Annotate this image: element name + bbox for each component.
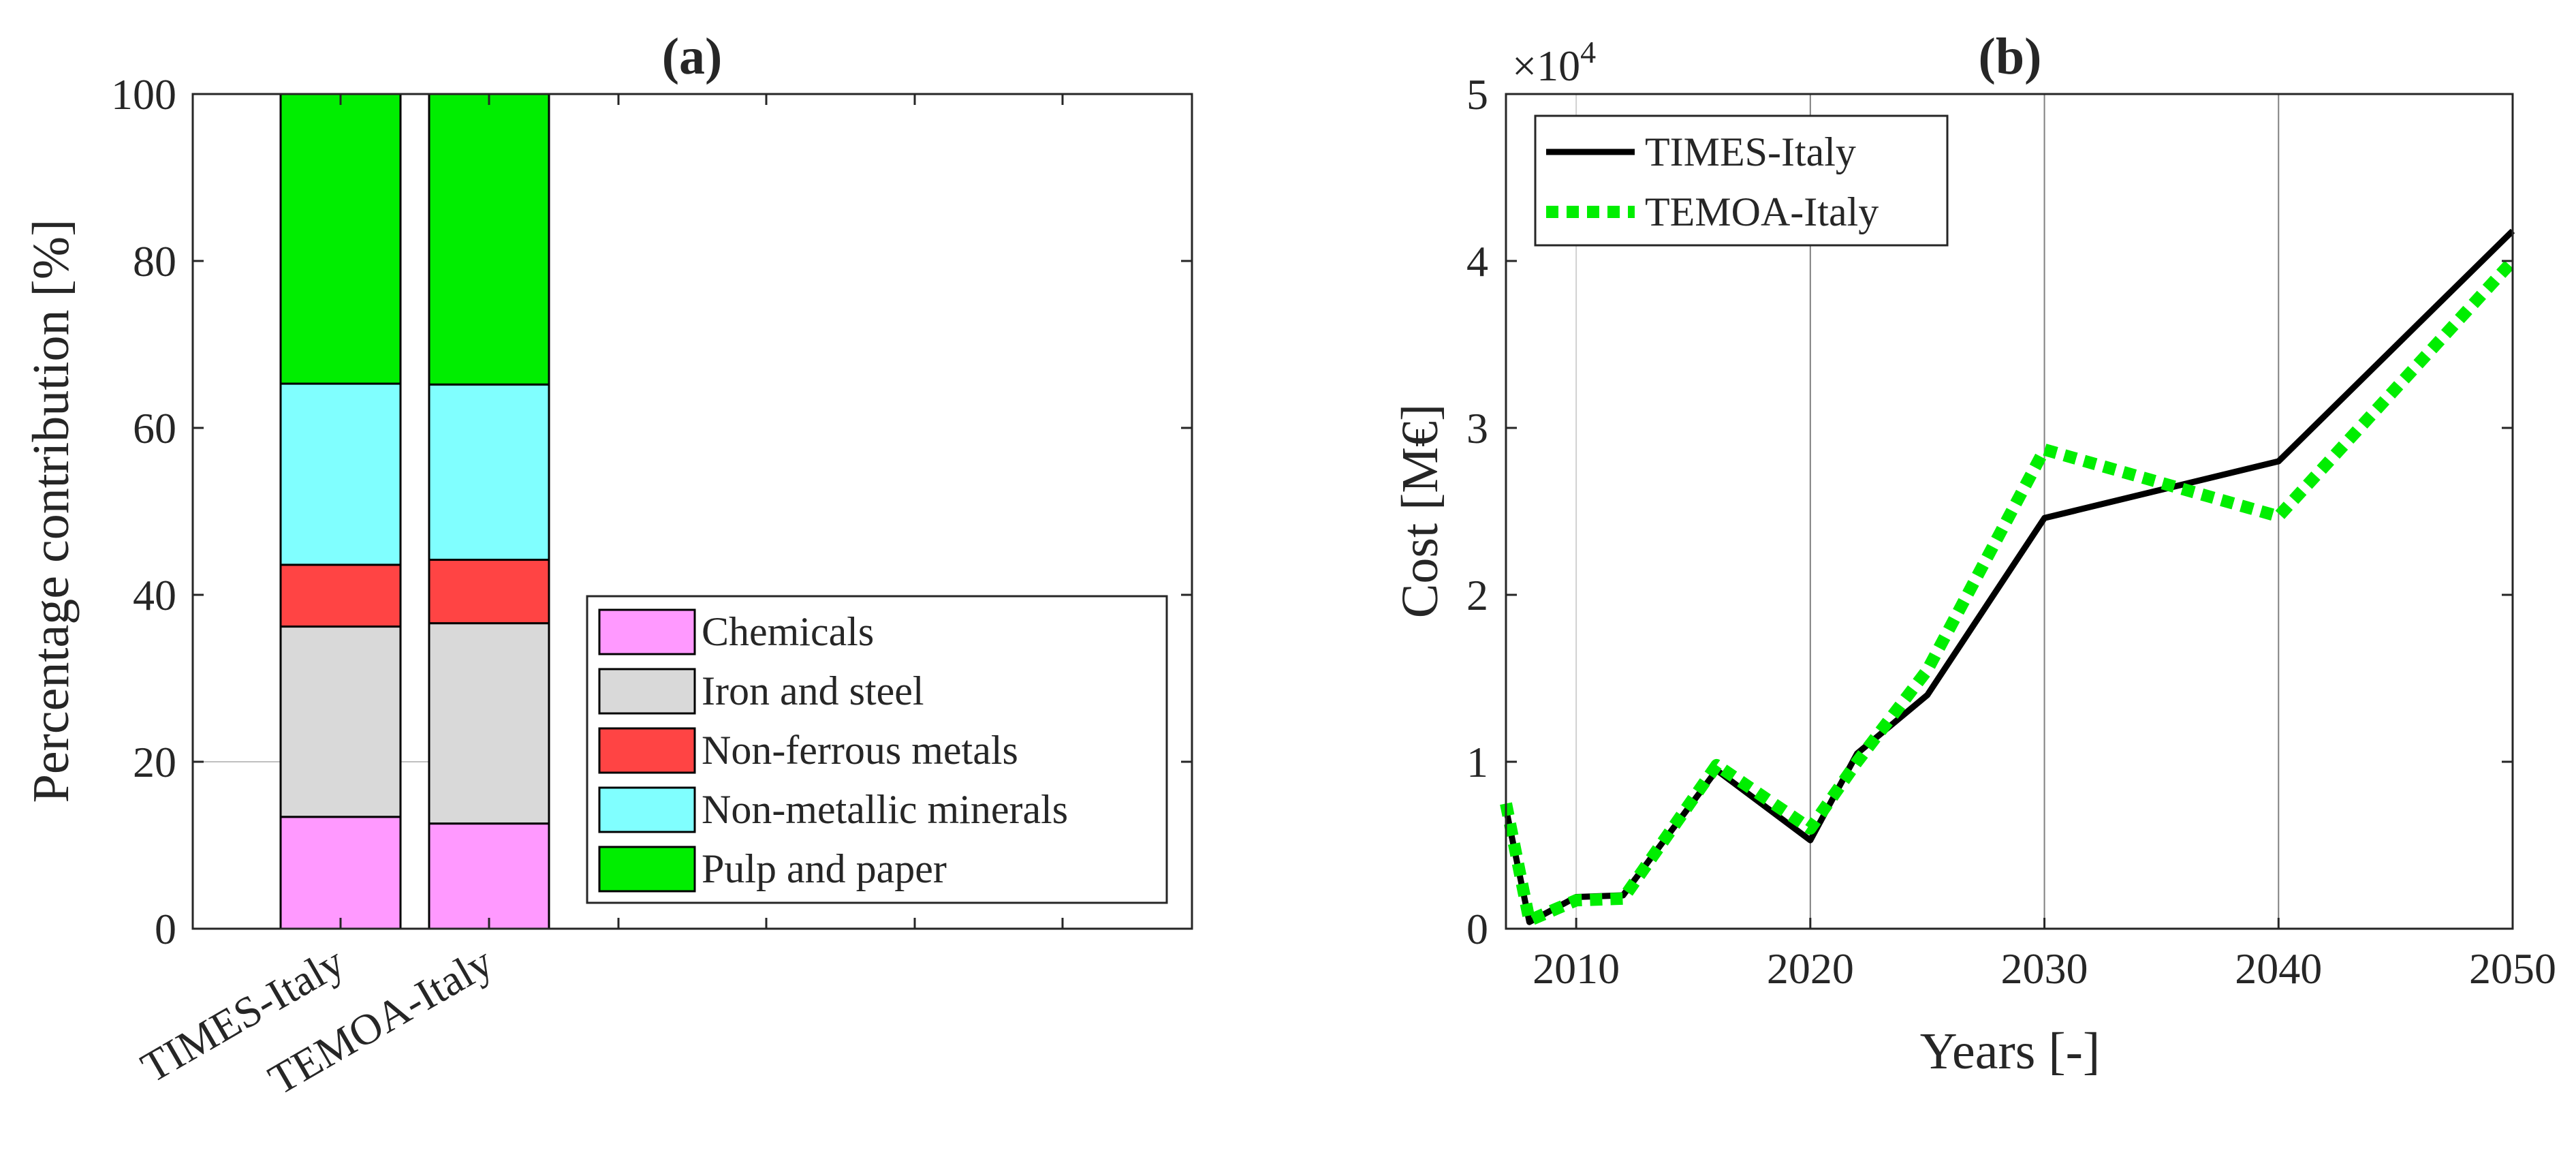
exponent-power: 4 <box>1580 35 1596 69</box>
x-tick-label-b-2040: 2040 <box>2235 944 2322 993</box>
panel-b-axes-box <box>1505 93 2514 930</box>
panel-a-ticks <box>193 93 1192 930</box>
y-tick-label-a-40: 40 <box>133 571 176 619</box>
x-tick-label-b-2030: 2030 <box>2001 944 2088 993</box>
legend-item-chemicals: Chemicals <box>598 608 874 655</box>
bar-times-italy-non-metallic-minerals <box>279 382 402 566</box>
exponent-base: ×10 <box>1512 42 1580 90</box>
y-tick-label-b-0: 0 <box>1466 905 1488 953</box>
y-tick-label-b-3: 3 <box>1466 404 1488 452</box>
panel-a-y-axis-label: Percentage contribution [%] <box>22 219 80 803</box>
x-tick-label-b-2050: 2050 <box>2469 944 2556 993</box>
y-tick-label-a-0: 0 <box>155 905 176 953</box>
legend-label-non-ferrous-metals: Non-ferrous metals <box>702 728 1018 773</box>
legend-item-pulp-and-paper: Pulp and paper <box>598 846 947 893</box>
legend-label-iron-and-steel: Iron and steel <box>702 668 924 713</box>
panel-a-title: (a) <box>662 28 723 85</box>
panel-a-bars <box>279 93 550 930</box>
y-tick-label-a-20: 20 <box>133 738 176 786</box>
panel-b-legend: TIMES-Italy TEMOA-Italy <box>1534 114 1949 247</box>
y-tick-label-a-60: 60 <box>133 404 176 452</box>
panel-b-y-tick-labels: 0 1 2 3 4 5 <box>1466 70 1488 953</box>
panel-b-x-tick-labels: 2010 2020 2030 2040 2050 <box>1533 944 2556 993</box>
panel-a-legend: Chemicals Iron and steel Non-ferrous met… <box>586 595 1168 904</box>
bar-temoa-italy-chemicals <box>428 822 550 930</box>
panel-b-x-axis-label: Years [-] <box>1920 1023 2101 1080</box>
panel-b-title: (b) <box>1979 28 2042 85</box>
y-tick-label-b-1: 1 <box>1466 738 1488 786</box>
bar-times-italy-chemicals <box>279 816 402 930</box>
legend-item-iron-and-steel: Iron and steel <box>598 668 924 715</box>
panel-b-series-lines <box>1500 228 2517 927</box>
legend-label-non-metallic-minerals: Non-metallic minerals <box>702 787 1068 832</box>
bar-temoa-italy-non-metallic-minerals <box>428 383 550 561</box>
bar-temoa-italy-iron-and-steel <box>428 622 550 825</box>
legend-label-temoa-italy: TEMOA-Italy <box>1645 189 1879 234</box>
bar-times-italy-iron-and-steel <box>279 625 402 818</box>
legend-swatch-non-metallic-minerals <box>598 786 696 833</box>
legend-swatch-non-ferrous-metals <box>598 727 696 774</box>
y-tick-label-b-2: 2 <box>1466 571 1488 619</box>
legend-item-temoa-italy: TEMOA-Italy <box>1546 189 1879 234</box>
y-tick-label-b-4: 4 <box>1466 237 1488 285</box>
y-tick-label-a-100: 100 <box>111 70 176 119</box>
panel-b-y-axis-label: Cost [M€] <box>1392 404 1449 619</box>
series-line-temoa-italy <box>1500 256 2517 927</box>
y-tick-label-b-5: 5 <box>1466 70 1488 119</box>
bar-times-italy-pulp-and-paper <box>279 93 402 385</box>
panel-a-axes-box <box>191 93 1193 930</box>
legend-label-pulp-and-paper: Pulp and paper <box>702 846 947 891</box>
panel-b-legend-box <box>1534 114 1949 247</box>
x-tick-label-b-2010: 2010 <box>1533 944 1620 993</box>
legend-label-times-italy: TIMES-Italy <box>1645 129 1856 174</box>
legend-item-non-ferrous-metals: Non-ferrous metals <box>598 727 1018 774</box>
legend-swatch-pulp-and-paper <box>598 846 696 893</box>
legend-item-non-metallic-minerals: Non-metallic minerals <box>598 786 1068 833</box>
panel-a-y-tick-labels: 0 20 40 60 80 100 <box>111 70 176 953</box>
bar-times-italy-non-ferrous-metals <box>279 563 402 628</box>
bar-temoa-italy-non-ferrous-metals <box>428 559 550 625</box>
panel-b: 0 1 2 3 4 5 2010 2020 2030 2040 2050 (b) Years [-… <box>1392 28 2556 1080</box>
bar-temoa-italy-pulp-and-paper <box>428 93 550 386</box>
y-tick-label-a-80: 80 <box>133 237 176 285</box>
legend-swatch-iron-and-steel <box>598 668 696 715</box>
legend-item-times-italy: TIMES-Italy <box>1546 129 1856 174</box>
legend-label-chemicals: Chemicals <box>702 609 874 654</box>
panel-b-exponent-label: ×104 <box>1512 35 1596 90</box>
x-tick-label-b-2020: 2020 <box>1767 944 1854 993</box>
legend-swatch-chemicals <box>598 608 696 655</box>
panel-b-ticks <box>1506 93 2514 930</box>
